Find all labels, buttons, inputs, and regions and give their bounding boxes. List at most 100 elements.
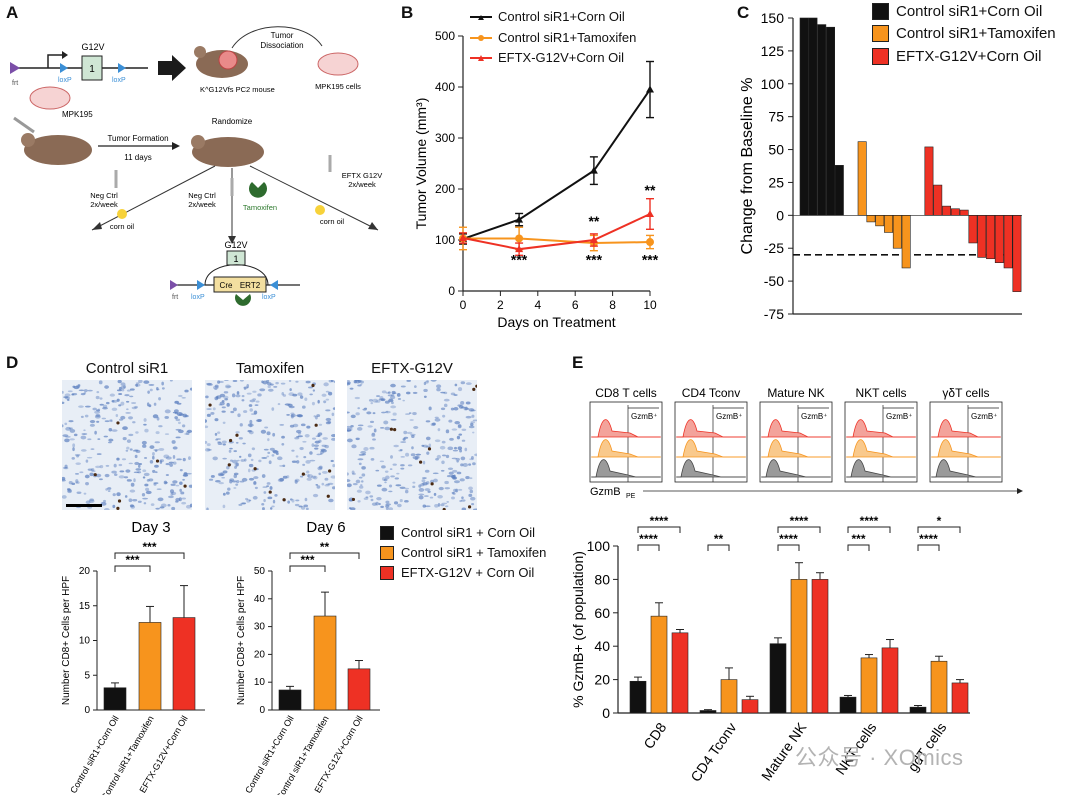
micrograph-nucleus (358, 462, 362, 466)
micrograph-nucleus (159, 506, 165, 509)
micrograph-nucleus (355, 437, 360, 441)
e-y-tick-label: 100 (587, 538, 611, 554)
micrograph-nucleus (214, 384, 219, 388)
d-y-tick-label: 10 (254, 677, 266, 688)
c-bar (875, 215, 885, 227)
micrograph-nucleus (129, 489, 136, 493)
legend-b-1: Control siR1+Corn Oil (470, 9, 625, 24)
micrograph-nucleus (148, 383, 155, 386)
d-significance-bracket (289, 552, 360, 559)
micrograph-nucleus (137, 500, 142, 503)
micrograph-nucleus (125, 411, 131, 414)
micrograph-nucleus (359, 383, 363, 386)
micrograph-nucleus (449, 437, 454, 441)
micrograph-nucleus (68, 420, 74, 423)
micrograph-nucleus (387, 394, 393, 397)
micrograph-nucleus (118, 392, 123, 395)
micrograph-nucleus (269, 507, 273, 510)
e-bar (741, 699, 759, 714)
micrograph-nucleus (325, 390, 330, 393)
micrograph-nucleus (381, 487, 388, 492)
micrograph-nucleus (98, 380, 103, 385)
micrograph-nucleus (288, 380, 292, 383)
legend-b-1-label: Control siR1+Corn Oil (498, 9, 625, 24)
e-significance: *** (851, 532, 865, 546)
micrograph-nucleus (172, 446, 178, 450)
micrograph-nucleus (218, 482, 225, 485)
micrograph-nucleus (188, 456, 191, 461)
micrograph-nucleus (113, 463, 117, 468)
micrograph-nucleus (352, 482, 358, 486)
micrograph-nucleus (347, 483, 352, 488)
e-bar (671, 632, 689, 714)
micrograph-nucleus (384, 426, 391, 431)
b-point (646, 238, 654, 247)
e-bar (881, 647, 899, 714)
micrograph-nucleus (471, 414, 475, 418)
micrograph-nucleus (446, 501, 450, 503)
micrograph-nucleus (245, 497, 249, 501)
micrograph-positive-cell (311, 383, 315, 388)
micrograph-nucleus (131, 402, 137, 404)
micrograph-nucleus (284, 403, 291, 406)
micrograph-nucleus (365, 496, 369, 499)
micrograph-nucleus (295, 380, 299, 383)
micrograph-nucleus (462, 463, 469, 468)
micrograph-nucleus (94, 430, 97, 435)
micrograph-nucleus (394, 477, 399, 480)
micrograph-nucleus (184, 433, 190, 435)
micrograph-nucleus (247, 468, 251, 473)
d-y-tick-label: 0 (259, 705, 265, 716)
micrograph-nucleus (149, 460, 154, 464)
micrograph-nucleus (164, 409, 171, 414)
micrograph-nucleus (412, 485, 416, 489)
micrograph-nucleus (254, 404, 259, 407)
legend-b-3: EFTX-G12V+Corn Oil (470, 50, 624, 65)
c-y-tick-label: -25 (764, 240, 784, 256)
micrograph-nucleus (304, 434, 310, 438)
micrograph-nucleus (472, 462, 476, 466)
micrograph-nucleus (289, 388, 292, 392)
micrograph-nucleus (121, 388, 125, 392)
flow-title: CD4 Tconv (682, 386, 740, 400)
e-y-tick-label: 0 (602, 705, 610, 721)
micrograph-nucleus (423, 395, 427, 398)
loxp-icon (60, 63, 68, 73)
micrograph-nucleus (142, 476, 146, 479)
micrograph-nucleus (384, 470, 389, 473)
e-bar (951, 682, 969, 714)
micrograph-positive-cell (389, 427, 393, 431)
micrograph-nucleus (321, 393, 327, 397)
micrograph-nucleus (407, 464, 413, 467)
micrograph-nucleus (229, 479, 233, 484)
micrograph-nucleus (456, 471, 462, 475)
micrograph-nucleus (274, 494, 278, 497)
micrograph-nucleus (403, 430, 408, 435)
micrograph-nucleus (434, 416, 439, 419)
micrograph-nucleus (303, 456, 307, 459)
micrograph-nucleus (71, 482, 76, 486)
micrograph-nucleus (135, 383, 139, 387)
micrograph-nucleus (272, 432, 276, 437)
micrograph-nucleus (266, 482, 271, 485)
micrograph-nucleus (247, 423, 254, 427)
corn-oil-icon (117, 209, 127, 219)
micrograph-nucleus (380, 505, 384, 508)
micrograph-nucleus (99, 397, 103, 400)
micrograph-nucleus (237, 413, 241, 418)
micrograph-nucleus (261, 502, 265, 506)
e-bar (839, 696, 857, 714)
micrograph-nucleus (174, 400, 179, 404)
micrograph-nucleus (383, 478, 388, 482)
micrograph-nucleus (451, 496, 455, 500)
micrograph-nucleus (470, 496, 476, 501)
micrograph-nucleus (288, 392, 295, 396)
micrograph-nucleus (181, 501, 187, 505)
d-bar (172, 617, 196, 711)
mpk-cells-label: MPK195 cells (315, 82, 361, 91)
micrograph-nucleus (325, 417, 332, 422)
micrograph-nucleus (99, 403, 104, 406)
micrograph-nucleus (260, 429, 267, 434)
micrograph-nucleus (440, 407, 446, 411)
micrograph-nucleus (232, 459, 238, 464)
